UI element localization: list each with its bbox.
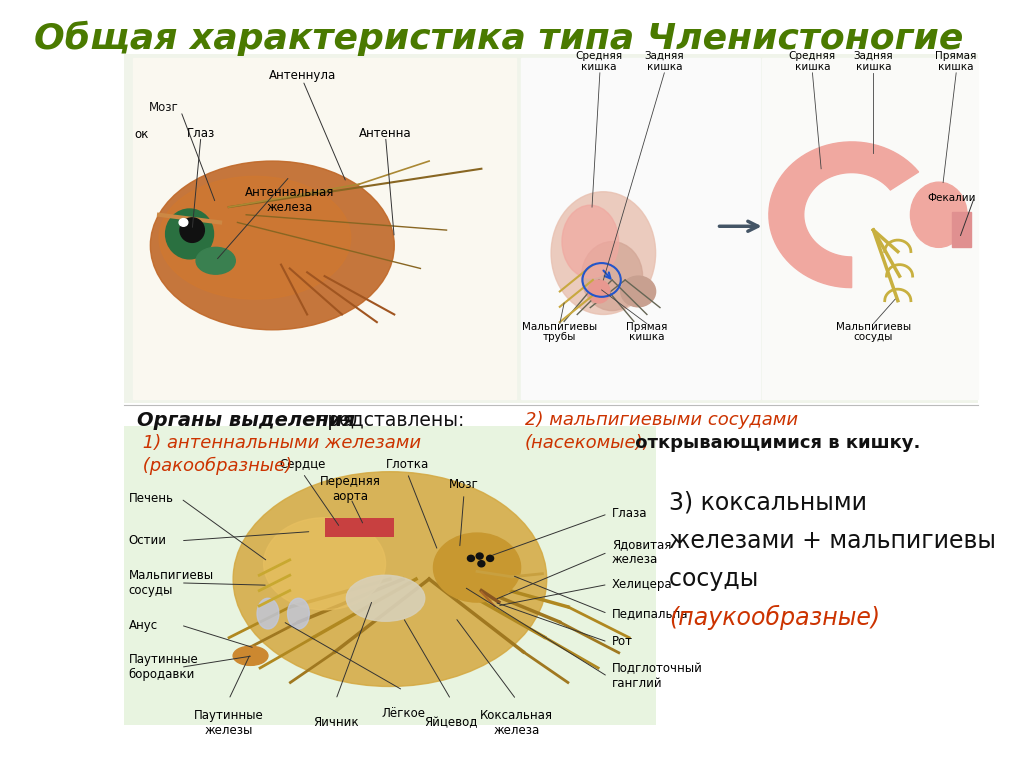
Text: Фекалии: Фекалии — [928, 193, 976, 203]
Text: кишка: кишка — [856, 62, 891, 73]
Ellipse shape — [151, 161, 394, 330]
Text: (паукообразные): (паукообразные) — [669, 605, 880, 630]
Text: Передняя
аорта: Передняя аорта — [321, 476, 381, 503]
Text: кишка: кишка — [938, 62, 974, 73]
Text: Средняя: Средняя — [575, 51, 623, 61]
Text: открывающимися в кишку.: открывающимися в кишку. — [630, 434, 921, 453]
Text: Мозг: Мозг — [450, 479, 479, 491]
Ellipse shape — [233, 646, 268, 666]
Ellipse shape — [910, 183, 967, 247]
Text: Хелицера: Хелицера — [612, 578, 673, 591]
Text: Задняя: Задняя — [854, 51, 893, 61]
Text: сосуды: сосуды — [854, 332, 893, 343]
Ellipse shape — [233, 472, 547, 686]
Text: Печень: Печень — [129, 492, 174, 505]
Text: Прямая: Прямая — [936, 51, 977, 61]
Text: Сердце: Сердце — [280, 458, 326, 470]
Text: (насекомые),: (насекомые), — [525, 434, 649, 453]
Ellipse shape — [582, 242, 642, 311]
Ellipse shape — [159, 176, 350, 299]
Ellipse shape — [621, 276, 655, 307]
Text: Органы выделения: Органы выделения — [137, 411, 355, 430]
Text: Педипальпа: Педипальпа — [612, 607, 688, 620]
Ellipse shape — [433, 533, 520, 602]
Bar — [124, 426, 655, 725]
Text: Ядовитая
железа: Ядовитая железа — [612, 538, 672, 566]
Text: железами + мальпигиевы: железами + мальпигиевы — [669, 528, 995, 553]
Text: кишка: кишка — [646, 62, 682, 73]
Text: 1) антеннальными железами: 1) антеннальными железами — [137, 434, 422, 453]
Bar — [325, 518, 394, 537]
Text: трубы: трубы — [543, 332, 577, 343]
Bar — [952, 212, 971, 247]
Ellipse shape — [551, 192, 655, 314]
Polygon shape — [769, 142, 919, 288]
Text: кишка: кишка — [629, 332, 665, 343]
Text: (ракообразные): (ракообразные) — [137, 456, 293, 475]
Text: Остии: Остии — [129, 535, 167, 547]
Text: Паутинные
железы: Паутинные железы — [194, 709, 263, 736]
Ellipse shape — [196, 247, 236, 275]
Text: Яйцевод: Яйцевод — [424, 716, 477, 729]
Text: Лёгкое: Лёгкое — [381, 707, 425, 719]
Text: представлены:: представлены: — [309, 411, 464, 430]
Text: Задняя: Задняя — [644, 51, 684, 61]
Text: Паутинные
бородавки: Паутинные бородавки — [129, 653, 199, 681]
Ellipse shape — [478, 561, 485, 567]
Text: сосуды: сосуды — [669, 567, 766, 591]
Ellipse shape — [562, 205, 618, 278]
Text: Яичник: Яичник — [313, 716, 358, 729]
Text: Подглоточный
ганглий: Подглоточный ганглий — [612, 663, 702, 690]
Text: 3) коксальными: 3) коксальными — [669, 490, 866, 515]
Text: Антеннальная
железа: Антеннальная железа — [245, 186, 335, 214]
Bar — [124, 54, 978, 403]
Text: Общая характеристика типа Членистоногие: Общая характеристика типа Членистоногие — [34, 21, 964, 56]
Text: Антеннула: Антеннула — [269, 70, 337, 82]
Text: Глотка: Глотка — [386, 458, 429, 470]
Ellipse shape — [179, 219, 187, 226]
Ellipse shape — [588, 280, 610, 303]
Text: Мозг: Мозг — [148, 101, 178, 114]
Text: Глаз: Глаз — [186, 127, 215, 140]
Text: Мальпигиевы
сосуды: Мальпигиевы сосуды — [129, 569, 214, 597]
Ellipse shape — [467, 555, 474, 561]
Text: 2) мальпигиевыми сосудами: 2) мальпигиевыми сосудами — [525, 411, 798, 430]
Text: Анус: Анус — [129, 619, 158, 631]
Ellipse shape — [180, 218, 205, 242]
Text: ок: ок — [135, 128, 150, 140]
Ellipse shape — [486, 555, 494, 561]
Bar — [520, 58, 760, 399]
Ellipse shape — [257, 598, 279, 629]
Bar — [133, 58, 516, 399]
Ellipse shape — [166, 209, 214, 259]
Text: кишка: кишка — [795, 62, 830, 73]
Ellipse shape — [346, 575, 425, 621]
Text: Глаза: Глаза — [612, 508, 647, 520]
Text: Средняя: Средняя — [788, 51, 836, 61]
Text: Мальпигиевы: Мальпигиевы — [836, 321, 911, 332]
Text: кишка: кишка — [582, 62, 616, 73]
Ellipse shape — [288, 598, 309, 629]
Ellipse shape — [263, 518, 386, 610]
Text: Антенна: Антенна — [359, 127, 412, 140]
Text: Рот: Рот — [612, 636, 633, 648]
Ellipse shape — [476, 553, 483, 559]
Text: Коксальная
железа: Коксальная железа — [479, 709, 553, 736]
Text: Мальпигиевы: Мальпигиевы — [522, 321, 597, 332]
Bar — [762, 58, 978, 399]
Text: Прямая: Прямая — [627, 321, 668, 332]
